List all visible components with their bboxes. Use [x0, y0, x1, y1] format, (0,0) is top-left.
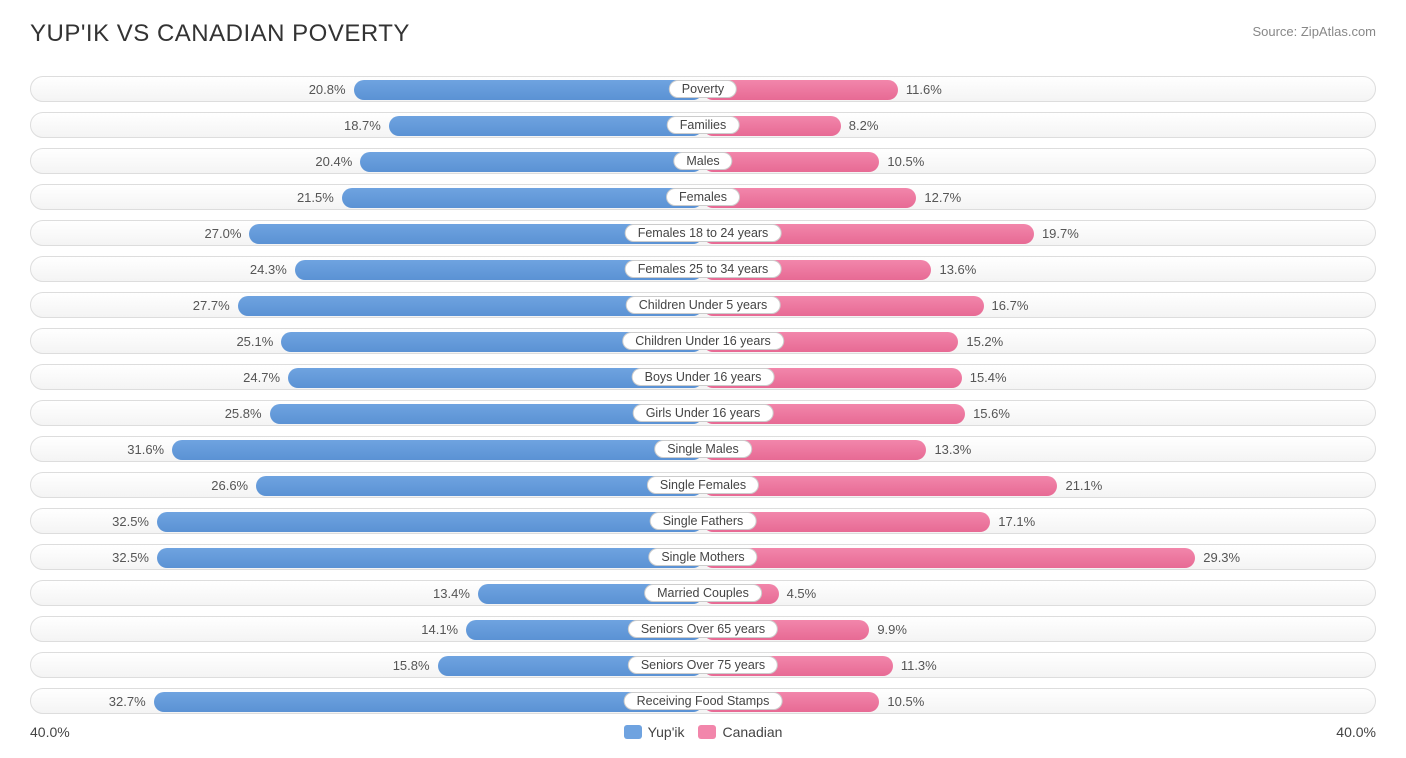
- chart-row: 24.7% 15.4% Boys Under 16 years: [30, 364, 1376, 390]
- chart-title: YUP'IK VS CANADIAN POVERTY: [30, 20, 410, 48]
- category-label: Seniors Over 65 years: [628, 620, 778, 638]
- value-yupik: 32.5%: [112, 509, 149, 535]
- axis-left-max: 40.0%: [30, 724, 70, 740]
- legend-swatch-canadian: [698, 725, 716, 739]
- value-yupik: 25.1%: [236, 329, 273, 355]
- category-label: Single Females: [647, 476, 759, 494]
- chart-row: 21.5% 12.7% Females: [30, 184, 1376, 210]
- chart-row: 31.6% 13.3% Single Males: [30, 436, 1376, 462]
- value-canadian: 15.4%: [970, 365, 1007, 391]
- value-yupik: 24.7%: [243, 365, 280, 391]
- chart-row: 20.4% 10.5% Males: [30, 148, 1376, 174]
- value-yupik: 27.7%: [193, 293, 230, 319]
- value-canadian: 13.3%: [934, 437, 971, 463]
- chart-footer: 40.0% Yup'ik Canadian 40.0%: [30, 724, 1376, 740]
- value-canadian: 15.2%: [966, 329, 1003, 355]
- value-yupik: 32.7%: [109, 689, 146, 715]
- bar-yupik: [342, 188, 703, 208]
- bar-yupik: [157, 548, 703, 568]
- legend: Yup'ik Canadian: [624, 724, 783, 740]
- value-yupik: 24.3%: [250, 257, 287, 283]
- chart-row: 32.5% 29.3% Single Mothers: [30, 544, 1376, 570]
- value-yupik: 15.8%: [393, 653, 430, 679]
- chart-row: 32.7% 10.5% Receiving Food Stamps: [30, 688, 1376, 714]
- category-label: Boys Under 16 years: [632, 368, 775, 386]
- value-yupik: 32.5%: [112, 545, 149, 571]
- value-canadian: 29.3%: [1203, 545, 1240, 571]
- category-label: Families: [667, 116, 740, 134]
- chart-row: 25.1% 15.2% Children Under 16 years: [30, 328, 1376, 354]
- value-yupik: 31.6%: [127, 437, 164, 463]
- chart-row: 20.8% 11.6% Poverty: [30, 76, 1376, 102]
- value-canadian: 21.1%: [1065, 473, 1102, 499]
- category-label: Single Fathers: [650, 512, 757, 530]
- value-yupik: 20.8%: [309, 77, 346, 103]
- category-label: Receiving Food Stamps: [624, 692, 783, 710]
- bar-yupik: [172, 440, 703, 460]
- chart-row: 27.0% 19.7% Females 18 to 24 years: [30, 220, 1376, 246]
- value-canadian: 17.1%: [998, 509, 1035, 535]
- value-canadian: 13.6%: [939, 257, 976, 283]
- category-label: Seniors Over 75 years: [628, 656, 778, 674]
- category-label: Single Mothers: [648, 548, 757, 566]
- category-label: Married Couples: [644, 584, 762, 602]
- value-canadian: 8.2%: [849, 113, 879, 139]
- value-canadian: 12.7%: [924, 185, 961, 211]
- category-label: Males: [673, 152, 732, 170]
- category-label: Single Males: [654, 440, 752, 458]
- value-canadian: 11.6%: [906, 77, 942, 103]
- chart-row: 32.5% 17.1% Single Fathers: [30, 508, 1376, 534]
- header: YUP'IK VS CANADIAN POVERTY Source: ZipAt…: [30, 20, 1376, 48]
- chart-row: 15.8% 11.3% Seniors Over 75 years: [30, 652, 1376, 678]
- value-yupik: 21.5%: [297, 185, 334, 211]
- value-yupik: 18.7%: [344, 113, 381, 139]
- category-label: Females 25 to 34 years: [625, 260, 782, 278]
- category-label: Females: [666, 188, 740, 206]
- value-canadian: 4.5%: [787, 581, 817, 607]
- bar-canadian: [703, 548, 1195, 568]
- bar-yupik: [354, 80, 703, 100]
- value-yupik: 14.1%: [421, 617, 458, 643]
- chart-row: 13.4% 4.5% Married Couples: [30, 580, 1376, 606]
- value-yupik: 25.8%: [225, 401, 262, 427]
- value-canadian: 11.3%: [901, 653, 937, 679]
- chart-row: 18.7% 8.2% Families: [30, 112, 1376, 138]
- category-label: Girls Under 16 years: [633, 404, 774, 422]
- bar-yupik: [154, 692, 703, 712]
- value-canadian: 9.9%: [877, 617, 907, 643]
- legend-item-canadian: Canadian: [698, 724, 782, 740]
- legend-label-canadian: Canadian: [722, 724, 782, 740]
- chart-row: 25.8% 15.6% Girls Under 16 years: [30, 400, 1376, 426]
- value-canadian: 19.7%: [1042, 221, 1079, 247]
- category-label: Children Under 5 years: [626, 296, 781, 314]
- value-canadian: 10.5%: [887, 149, 924, 175]
- bar-yupik: [256, 476, 703, 496]
- value-canadian: 16.7%: [992, 293, 1029, 319]
- source-attribution: Source: ZipAtlas.com: [1252, 24, 1376, 39]
- chart-row: 14.1% 9.9% Seniors Over 65 years: [30, 616, 1376, 642]
- value-yupik: 26.6%: [211, 473, 248, 499]
- bar-yupik: [389, 116, 703, 136]
- category-label: Children Under 16 years: [622, 332, 784, 350]
- value-yupik: 20.4%: [315, 149, 352, 175]
- axis-right-max: 40.0%: [1336, 724, 1376, 740]
- diverging-bar-chart: 20.8% 11.6% Poverty 18.7% 8.2% Families 20.4% 1…: [30, 76, 1376, 714]
- chart-row: 26.6% 21.1% Single Females: [30, 472, 1376, 498]
- legend-label-yupik: Yup'ik: [648, 724, 685, 740]
- category-label: Poverty: [669, 80, 737, 98]
- legend-item-yupik: Yup'ik: [624, 724, 685, 740]
- chart-row: 24.3% 13.6% Females 25 to 34 years: [30, 256, 1376, 282]
- value-yupik: 13.4%: [433, 581, 470, 607]
- legend-swatch-yupik: [624, 725, 642, 739]
- bar-yupik: [360, 152, 703, 172]
- value-canadian: 15.6%: [973, 401, 1010, 427]
- category-label: Females 18 to 24 years: [625, 224, 782, 242]
- value-yupik: 27.0%: [205, 221, 242, 247]
- bar-yupik: [157, 512, 703, 532]
- value-canadian: 10.5%: [887, 689, 924, 715]
- chart-row: 27.7% 16.7% Children Under 5 years: [30, 292, 1376, 318]
